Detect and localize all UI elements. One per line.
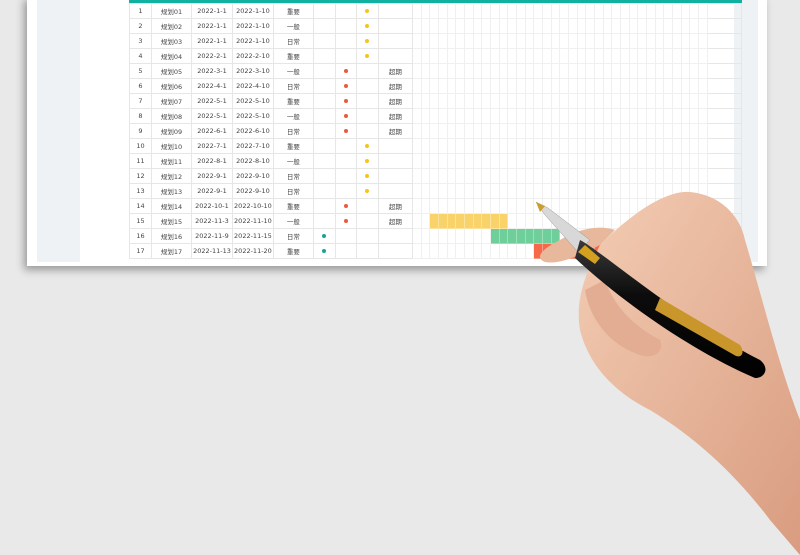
status-dot-icon (343, 114, 348, 118)
gantt-cell[interactable] (489, 243, 500, 259)
status-dot-icon (343, 204, 348, 208)
end-date-cell[interactable]: 2022-4-10 (231, 78, 274, 94)
table-row: 4 规划04 2022-2-1 2022-2-10 重要 (129, 48, 742, 64)
table-row: 5 规划05 2022-3-1 2022-3-10 一般 超期 (129, 63, 742, 79)
status-dot-icon (365, 24, 370, 28)
status-dot-icon (343, 219, 348, 223)
gantt-cell[interactable] (420, 243, 431, 259)
end-date-cell[interactable]: 2022-11-20 (231, 243, 274, 259)
status-dot-cell[interactable] (312, 243, 336, 259)
status-dot-icon (322, 249, 327, 253)
status-dot-icon (343, 69, 348, 73)
status-dot-cell[interactable] (355, 48, 379, 64)
status-dot-icon (365, 174, 370, 178)
status-dot-icon (322, 234, 327, 238)
status-dot-icon (365, 144, 370, 148)
gantt-cell[interactable] (446, 243, 457, 259)
gantt-cell[interactable] (472, 243, 483, 259)
status-dot-icon (343, 84, 348, 88)
spreadsheet-card: 1 规划01 2022-1-1 2022-1-10 重要 2 规划02 2022-1-1 202… (27, 0, 767, 266)
status-dot-icon (365, 54, 370, 58)
table-row: 10 规划10 2022-7-1 2022-7-10 重要 (129, 138, 742, 154)
table-row: 1 规划01 2022-1-1 2022-1-10 重要 (129, 3, 742, 19)
table-row: 11 规划11 2022-8-1 2022-8-10 一般 (129, 153, 742, 169)
gantt-cell[interactable] (437, 243, 448, 259)
gantt-cell[interactable] (498, 243, 509, 259)
overdue-status-cell[interactable] (377, 243, 413, 259)
table-row: 6 规划06 2022-4-1 2022-4-10 日常 超期 (129, 78, 742, 94)
gantt-cell[interactable] (429, 243, 439, 259)
status-dot-icon (365, 9, 370, 13)
status-dot-icon (365, 159, 370, 163)
end-date-cell[interactable]: 2022-10-10 (231, 198, 274, 214)
left-panel (37, 0, 80, 262)
table-row: 9 规划09 2022-6-1 2022-6-10 日常 超期 (129, 123, 742, 139)
table-row: 12 规划12 2022-9-1 2022-9-10 日常 (129, 168, 742, 184)
status-dot-cell[interactable] (355, 243, 379, 259)
gantt-cell[interactable] (463, 243, 474, 259)
status-dot-icon (365, 189, 370, 193)
status-dot-icon (343, 99, 348, 103)
table-row: 13 规划13 2022-9-1 2022-9-10 日常 (129, 183, 742, 199)
gantt-cell[interactable] (455, 243, 465, 259)
header-bar (129, 0, 742, 3)
overdue-status-cell[interactable]: 超期 (377, 213, 413, 229)
status-dot-icon (365, 39, 370, 43)
gantt-cell[interactable] (481, 243, 491, 259)
gantt-cell[interactable] (411, 243, 422, 259)
type-cell[interactable]: 重要 (272, 243, 314, 259)
status-dot-icon (343, 129, 348, 133)
